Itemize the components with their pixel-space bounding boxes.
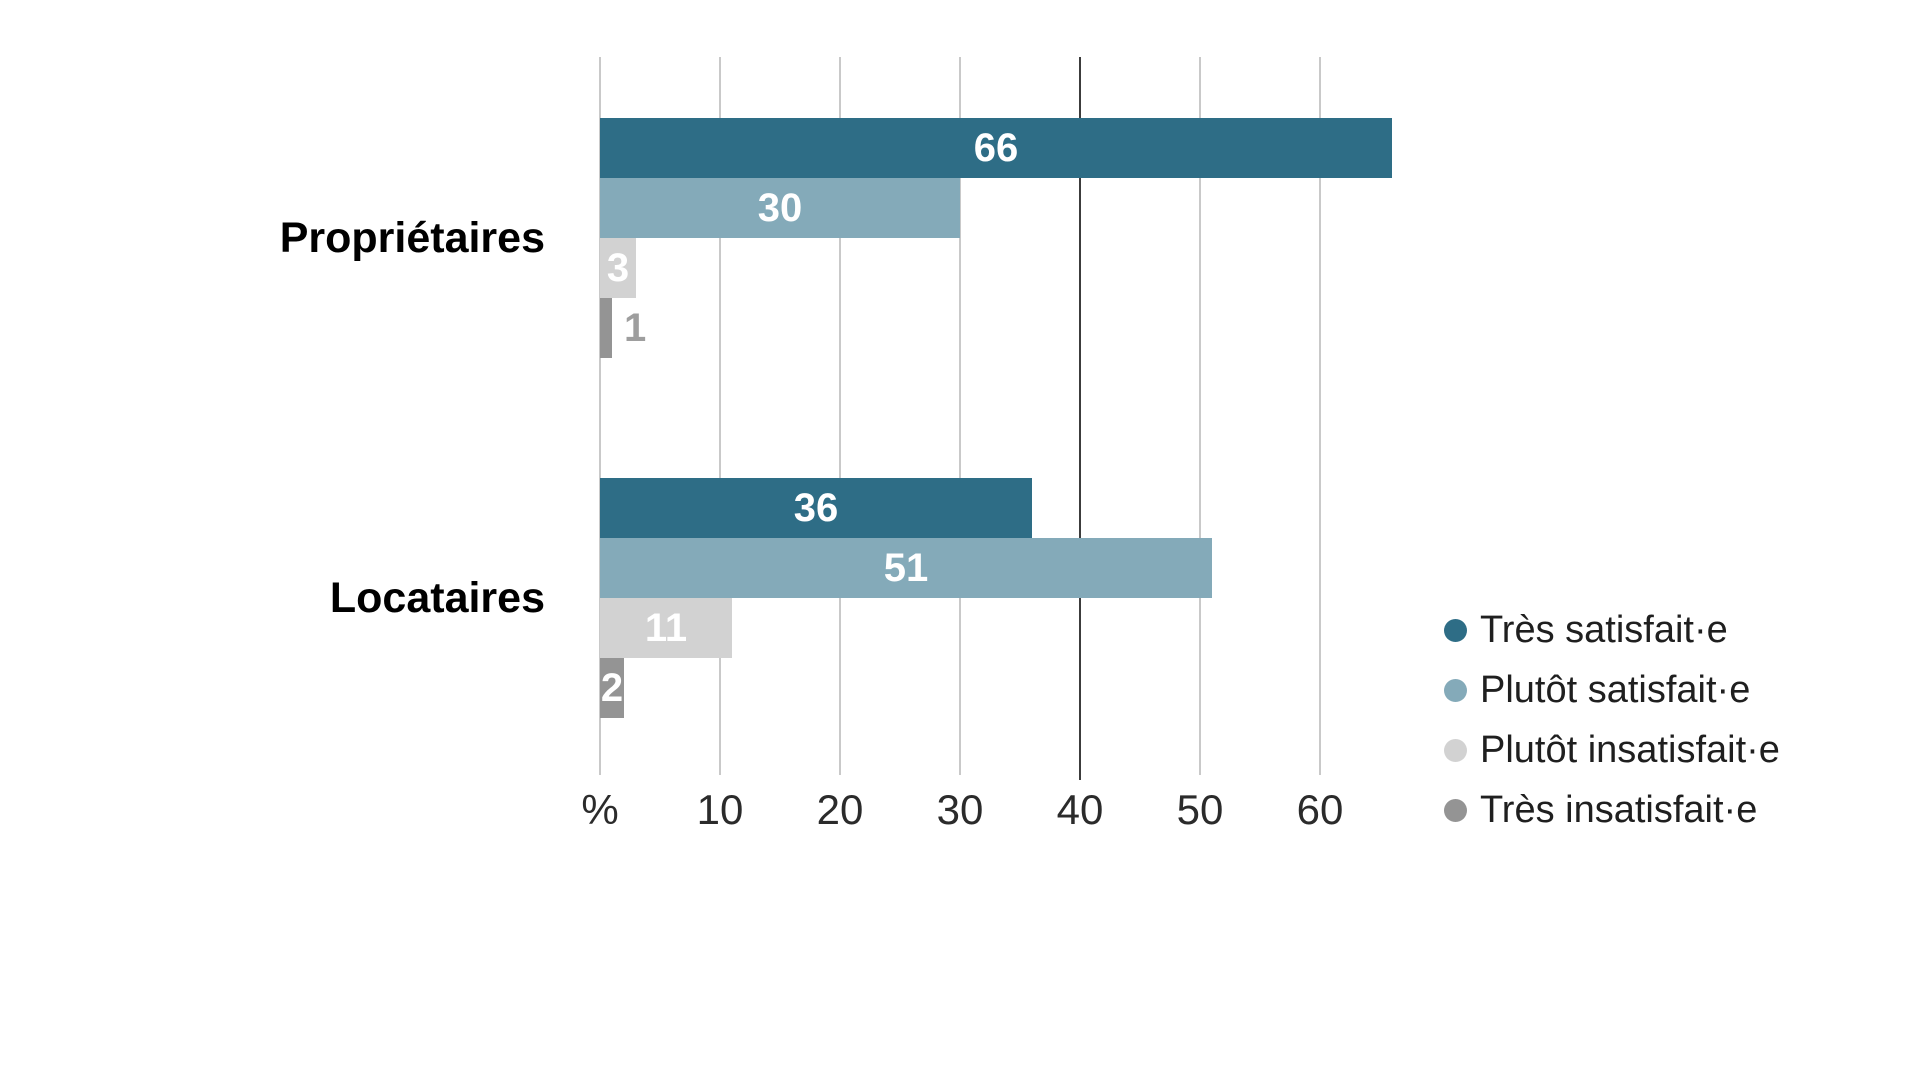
legend-item-2: Plutôt insatisfait·e <box>1444 720 1780 780</box>
gridline-40 <box>1079 57 1081 780</box>
bar-value-label: 30 <box>757 186 803 230</box>
x-axis-label-40: 40 <box>1056 786 1104 833</box>
legend-dot-icon <box>1444 618 1467 642</box>
bar-value-label: 2 <box>600 666 624 710</box>
gridline-20 <box>839 57 841 775</box>
bar-locataires-series-1: 51 <box>600 538 1212 598</box>
bar-propriétaires-series-3: 1 <box>600 298 646 358</box>
legend-item-0: Très satisfait·e <box>1444 600 1780 660</box>
legend-dot-icon <box>1444 738 1467 762</box>
x-axis-label-10: 10 <box>696 786 744 833</box>
bar-value-label: 3 <box>606 246 630 290</box>
legend-item-3: Très insatisfait·e <box>1444 780 1780 840</box>
category-label-locataires: Locataires <box>329 574 545 622</box>
bar-value-label: 1 <box>624 306 647 350</box>
gridline-30 <box>959 57 961 775</box>
legend-dot-icon <box>1444 798 1467 822</box>
bar-locataires-series-3: 2 <box>600 658 624 718</box>
legend-item-label: Très insatisfait·e <box>1480 788 1758 831</box>
x-axis-label-30: 30 <box>936 786 984 833</box>
legend: Très satisfait·e Plutôt satisfait·e Plutôt… <box>1444 600 1780 840</box>
legend-item-label: Plutôt satisfait·e <box>1480 668 1751 711</box>
x-axis-label-50: 50 <box>1176 786 1224 833</box>
legend-item-label: Plutôt insatisfait·e <box>1480 728 1780 771</box>
plot-area: 66 30 3 1 36 51 11 2 <box>599 57 1400 780</box>
bar-value-label: 11 <box>644 606 688 650</box>
gridline-0 <box>599 57 601 775</box>
gridline-10 <box>719 57 721 775</box>
bar-value-label: 36 <box>793 486 839 530</box>
bar-propriétaires-series-0: 66 <box>600 118 1392 178</box>
bar-propriétaires-series-1: 30 <box>600 178 960 238</box>
bar-value-label: 51 <box>883 546 929 590</box>
gridline-50 <box>1199 57 1201 775</box>
x-axis-label-20: 20 <box>816 786 864 833</box>
legend-dot-icon <box>1444 678 1467 702</box>
legend-item-label: Très satisfait·e <box>1480 608 1728 651</box>
bar-locataires-series-2: 11 <box>600 598 732 658</box>
legend-item-1: Plutôt satisfait·e <box>1444 660 1780 720</box>
category-label-proprietaires: Propriétaires <box>279 214 545 262</box>
bar-value-label: 66 <box>973 126 1019 170</box>
x-axis-label-60: 60 <box>1296 786 1344 833</box>
gridline-60 <box>1319 57 1321 775</box>
x-axis-label-percent: % <box>581 786 619 833</box>
bar-propriétaires-series-2: 3 <box>600 238 636 298</box>
bar-locataires-series-0: 36 <box>600 478 1032 538</box>
